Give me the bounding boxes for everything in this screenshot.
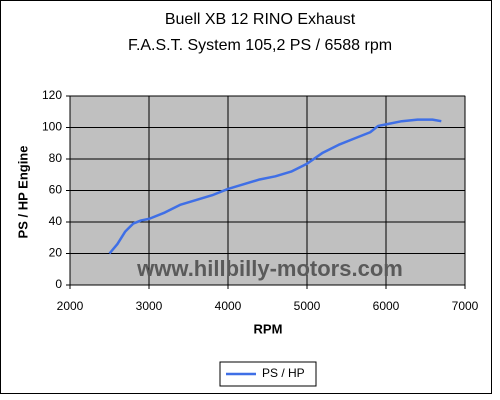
y-tick-label: 60	[49, 183, 63, 197]
x-tick-label: 7000	[452, 299, 479, 313]
y-tick-label: 20	[49, 246, 63, 260]
y-tick-label: 40	[49, 214, 63, 228]
y-axis-label: PS / HP Engine	[15, 146, 30, 239]
y-tick-label: 80	[49, 151, 63, 165]
y-tick-label: 100	[42, 120, 62, 134]
y-tick-label: 0	[55, 277, 62, 291]
x-tick-label: 4000	[215, 299, 242, 313]
watermark: www.hillbilly-motors.com	[136, 256, 403, 281]
x-tick-label: 5000	[294, 299, 321, 313]
data-line	[108, 118, 442, 255]
x-tick-label: 6000	[373, 299, 400, 313]
x-tick-label: 2000	[57, 299, 84, 313]
x-axis-label: RPM	[254, 321, 283, 336]
chart-subtitle: F.A.S.T. System 105,2 PS / 6588 rpm	[128, 37, 392, 54]
x-tick-label: 3000	[136, 299, 163, 313]
legend-label: PS / HP	[262, 366, 305, 380]
y-tick-label: 120	[42, 88, 62, 102]
chart-title: Buell XB 12 RINO Exhaust	[165, 11, 356, 28]
